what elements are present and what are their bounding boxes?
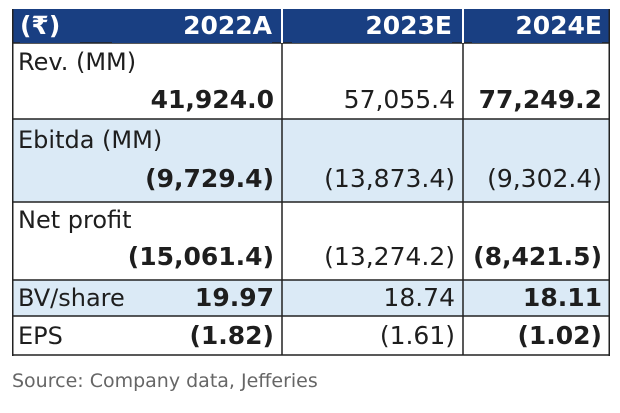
- cell-net-profit-2022a: (15,061.4): [127, 242, 274, 271]
- cell-bv-share-2022a: 19.97: [194, 283, 274, 312]
- row-label-eps: EPS: [18, 322, 63, 350]
- cell-eps-2024e: (1.02): [517, 321, 602, 350]
- cell-ebitda-2023e: (13,873.4): [324, 164, 455, 193]
- financials-table: (₹) 2022A 2023E 2024E Rev. (MM) 41,924.0…: [12, 9, 610, 356]
- cell-bv-share-2024e: 18.11: [522, 283, 602, 312]
- row-label-net-profit: Net profit: [18, 206, 132, 234]
- cell-eps-2023e: (1.61): [379, 321, 455, 350]
- cell-revenue-2024e: 77,249.2: [478, 85, 602, 114]
- cell-eps-2022a: (1.82): [189, 321, 274, 350]
- cell-net-profit-2024e: (8,421.5): [473, 242, 602, 271]
- cell-ebitda-2024e: (9,302.4): [487, 164, 602, 193]
- source-note: Source: Company data, Jefferies: [12, 370, 318, 392]
- cell-revenue-2023e: 57,055.4: [343, 85, 455, 114]
- col-header-2024e: 2024E: [472, 9, 602, 43]
- grid-lines: [12, 9, 610, 356]
- cell-ebitda-2022a: (9,729.4): [145, 164, 274, 193]
- cell-net-profit-2023e: (13,274.2): [324, 242, 455, 271]
- col-header-2023e: 2023E: [292, 9, 452, 43]
- row-label-bv-share: BV/share: [18, 284, 125, 312]
- currency-label: (₹): [20, 9, 80, 43]
- row-label-ebitda: Ebitda (MM): [18, 126, 163, 154]
- col-header-2022a: 2022A: [112, 9, 272, 43]
- table-grid: [12, 9, 610, 356]
- row-label-revenue: Rev. (MM): [18, 48, 137, 76]
- cell-bv-share-2023e: 18.74: [383, 283, 455, 312]
- row-band-ebitda: [12, 119, 610, 202]
- cell-revenue-2022a: 41,924.0: [150, 85, 274, 114]
- row-band-bv-share: [12, 280, 610, 316]
